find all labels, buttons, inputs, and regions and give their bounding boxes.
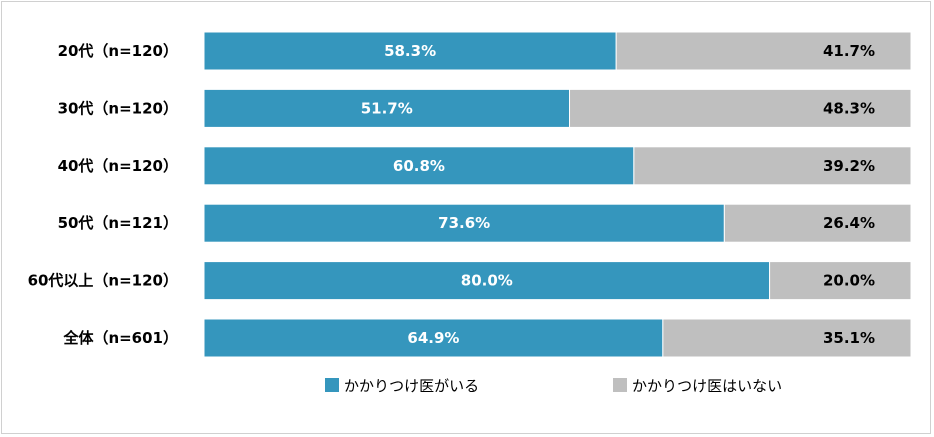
category-label: 全体（n=601） — [62, 329, 178, 347]
data-label: 41.7% — [823, 42, 875, 60]
category-label: 30代（n=120） — [58, 99, 178, 117]
data-label: 58.3% — [384, 42, 436, 60]
data-label: 39.2% — [823, 157, 875, 175]
category-label: 20代（n=120） — [58, 42, 178, 60]
bar-segment-no-doctor — [723, 203, 912, 243]
bar-segment-no-doctor — [633, 146, 912, 186]
category-label: 60代以上（n=120） — [28, 272, 178, 290]
data-label: 64.9% — [407, 329, 459, 347]
bar-segment-has-doctor — [203, 146, 635, 186]
category-label: 40代（n=120） — [58, 157, 178, 175]
bar-segment-has-doctor — [203, 88, 571, 128]
category-label: 50代（n=121） — [58, 214, 178, 232]
data-label: 80.0% — [461, 272, 513, 290]
bar-segment-has-doctor — [203, 203, 725, 243]
bar-segment-no-doctor — [769, 261, 912, 301]
data-label: 60.8% — [393, 157, 445, 175]
bar-segment-has-doctor — [203, 261, 771, 301]
bar-segment-has-doctor — [203, 31, 617, 71]
legend-swatch-no-doctor — [613, 378, 627, 392]
data-label: 26.4% — [823, 214, 875, 232]
data-label: 35.1% — [823, 329, 875, 347]
bar-segment-no-doctor — [615, 31, 912, 71]
data-label: 20.0% — [823, 272, 875, 290]
data-label: 51.7% — [361, 99, 413, 117]
data-label: 48.3% — [823, 99, 875, 117]
legend-label-no-doctor: かかりつけ医はいない — [632, 377, 782, 395]
bar-segment-no-doctor — [569, 88, 912, 128]
legend-label-has-doctor: かかりつけ医がいる — [344, 377, 479, 395]
data-label: 73.6% — [438, 214, 490, 232]
legend-swatch-has-doctor — [325, 378, 339, 392]
bar-segment-no-doctor — [662, 318, 912, 358]
